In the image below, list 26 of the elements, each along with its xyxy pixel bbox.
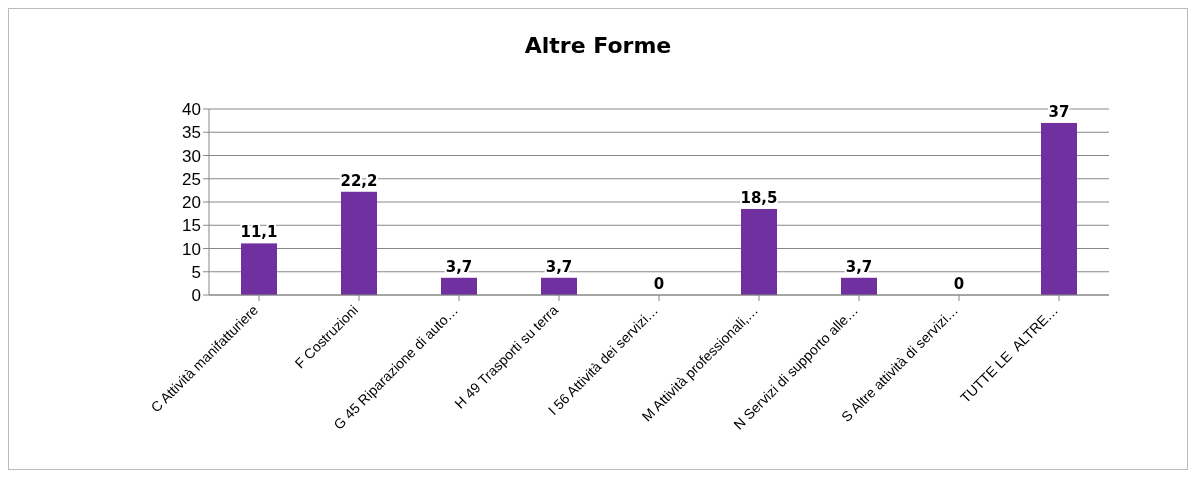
data-label: 0	[653, 275, 665, 293]
y-tick-label: 15	[182, 216, 201, 236]
data-label: 3,7	[445, 257, 473, 276]
y-tick-label: 40	[182, 100, 201, 120]
y-tick-label: 20	[182, 193, 201, 213]
y-tick-label: 10	[182, 239, 201, 259]
bar	[841, 277, 877, 295]
data-label: 0	[953, 275, 965, 293]
bar	[341, 191, 377, 295]
y-tick-label: 25	[182, 169, 201, 189]
chart-title: Altre Forme	[523, 33, 673, 60]
data-label: 3,7	[845, 257, 873, 276]
data-label: 11,1	[240, 223, 278, 242]
bar	[441, 277, 477, 295]
data-label: 22,2	[340, 171, 378, 190]
y-tick-label: 0	[191, 286, 201, 306]
bar	[241, 243, 277, 295]
y-tick-label: 30	[182, 146, 201, 166]
y-tick-label: 5	[191, 262, 201, 282]
data-label: 18,5	[740, 188, 778, 207]
data-label: 37	[1048, 102, 1070, 121]
bar	[741, 208, 777, 295]
bar	[541, 277, 577, 295]
data-label: 3,7	[545, 257, 573, 276]
y-tick-label: 35	[182, 123, 201, 143]
bar	[1041, 122, 1077, 295]
